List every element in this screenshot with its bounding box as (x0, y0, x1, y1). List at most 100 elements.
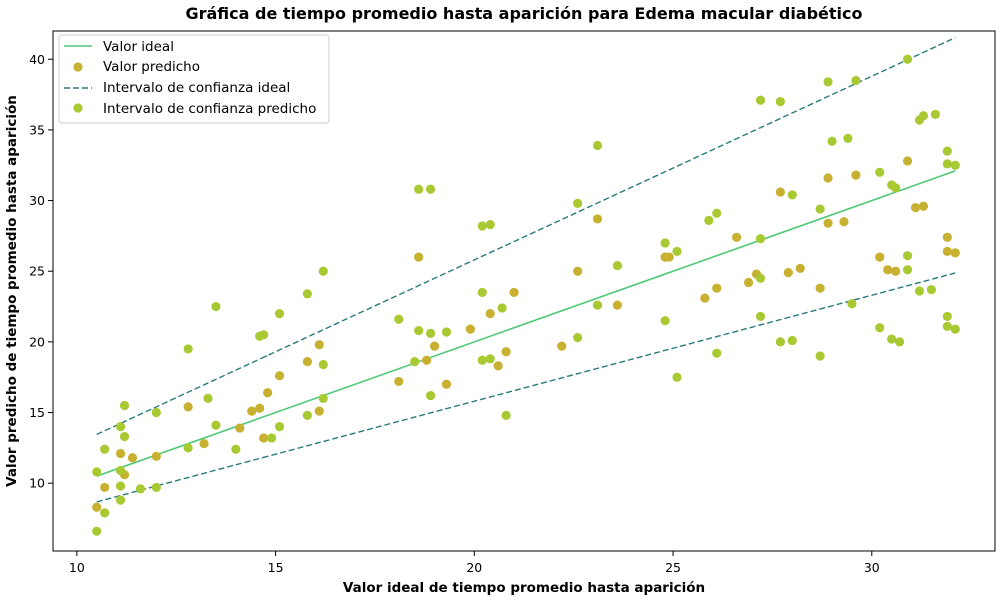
ci-predicted-point (815, 351, 825, 361)
ci-predicted-point (115, 481, 126, 491)
predicted-point (743, 277, 754, 288)
predicted-point (910, 203, 921, 213)
ci-predicted-point (895, 337, 905, 347)
ci-predicted-point (151, 482, 161, 493)
ci-predicted-point (414, 325, 424, 336)
predicted-point (732, 232, 742, 242)
ci-predicted-point (843, 133, 853, 143)
y-tick-label: 40 (29, 52, 45, 67)
ci-predicted-point (410, 357, 420, 367)
ci-predicted-point (827, 136, 837, 146)
predicted-point (612, 300, 623, 310)
ci-predicted-point (318, 393, 328, 403)
plot-area (92, 37, 960, 536)
ci-predicted-point (183, 344, 193, 354)
predicted-point (783, 268, 793, 278)
predicted-point (573, 266, 583, 276)
legend-ci-predicted-marker (73, 103, 83, 113)
ci-predicted-point (875, 167, 885, 177)
ci-predicted-point (950, 160, 960, 170)
ci-predicted-point (755, 311, 766, 322)
x-tick-label: 25 (665, 560, 681, 575)
ci-predicted-point (950, 324, 960, 334)
x-tick-label: 10 (69, 560, 85, 575)
predicted-point (775, 187, 785, 197)
ci-predicted-point (942, 311, 952, 322)
ci-predicted-point (851, 75, 861, 86)
predicted-point (259, 433, 269, 443)
predicted-point (942, 246, 952, 257)
predicted-point (115, 448, 126, 459)
ci-predicted-point (115, 422, 126, 432)
ci-predicted-point (815, 204, 825, 214)
ci-predicted-point (660, 238, 670, 248)
ci-predicted-point (847, 299, 857, 309)
ci-predicted-point (231, 444, 241, 454)
x-axis-label: Valor ideal de tiempo promedio hasta apa… (343, 580, 705, 596)
ci-predicted-point (485, 354, 495, 364)
ci-ideal-upper-line (96, 37, 956, 436)
predicted-point (274, 371, 285, 381)
ci-predicted-point (501, 410, 511, 420)
predicted-point (183, 402, 193, 412)
ci-predicted-point (612, 260, 623, 271)
ci-predicted-point (318, 359, 328, 370)
predicted-point (493, 361, 503, 371)
predicted-point (883, 265, 893, 275)
ci-predicted-point (211, 420, 221, 430)
ci-predicted-point (712, 208, 722, 218)
ci-predicted-point (274, 422, 285, 432)
ci-predicted-point (942, 146, 952, 156)
predicted-point (918, 201, 929, 211)
ci-predicted-point (477, 287, 487, 298)
ci-predicted-point (704, 215, 714, 225)
ci-predicted-point (119, 431, 130, 442)
ci-predicted-point (573, 333, 583, 343)
ci-predicted-point (787, 335, 797, 346)
ci-predicted-point (302, 410, 312, 420)
predicted-point (199, 439, 209, 449)
predicted-point (501, 347, 511, 357)
predicted-point (592, 214, 603, 224)
ci-predicted-point (660, 316, 670, 326)
ci-predicted-point (211, 301, 221, 312)
predicted-point (314, 406, 324, 416)
plot-frame (52, 30, 996, 552)
ci-predicted-point (775, 337, 785, 347)
y-tick-label: 25 (29, 264, 45, 279)
predicted-point (815, 283, 825, 293)
predicted-point (664, 252, 674, 262)
predicted-point (891, 266, 901, 276)
ci-predicted-point (100, 508, 110, 518)
ci-predicted-point (425, 184, 436, 194)
ci-predicted-point (497, 303, 507, 313)
ci-predicted-point (787, 190, 797, 200)
ci-predicted-point (592, 300, 603, 310)
ci-predicted-point (259, 330, 269, 340)
ci-predicted-point (151, 407, 161, 418)
predicted-point (235, 423, 245, 433)
ci-predicted-point (914, 286, 925, 296)
ci-predicted-point (318, 266, 328, 276)
x-axis-ticks: 10 15 20 25 30 (69, 551, 880, 575)
y-tick-label: 30 (29, 193, 45, 208)
predicted-point (875, 252, 885, 262)
ci-predicted-point (942, 321, 952, 331)
ci-predicted-point (115, 495, 126, 505)
ci-predicted-point (477, 355, 487, 365)
predicted-point (950, 248, 960, 258)
predicted-point (823, 173, 833, 183)
ci-predicted-point (425, 390, 436, 401)
predicted-point (902, 156, 913, 166)
predicted-point (429, 341, 440, 351)
ci-predicted-point (672, 372, 682, 382)
predicted-point (247, 406, 257, 416)
y-tick-label: 20 (29, 334, 45, 349)
y-axis-ticks: 10 15 20 25 30 35 40 (29, 52, 53, 491)
y-tick-label: 15 (29, 405, 45, 420)
ci-predicted-point (183, 443, 193, 453)
predicted-point (839, 217, 849, 227)
ci-predicted-point (712, 348, 722, 358)
predicted-point (302, 357, 312, 367)
